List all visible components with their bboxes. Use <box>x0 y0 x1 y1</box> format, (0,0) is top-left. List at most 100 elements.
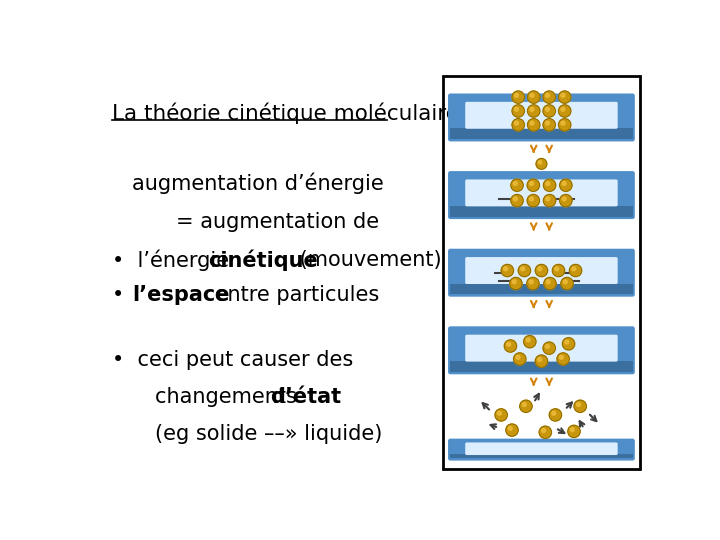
Circle shape <box>512 280 516 284</box>
Circle shape <box>530 121 534 125</box>
Circle shape <box>512 105 524 117</box>
FancyBboxPatch shape <box>448 249 635 296</box>
Circle shape <box>557 353 570 365</box>
Text: •: • <box>112 285 138 305</box>
Circle shape <box>535 355 548 367</box>
Circle shape <box>546 345 549 348</box>
Circle shape <box>546 93 549 97</box>
Circle shape <box>508 427 512 430</box>
Circle shape <box>552 411 556 415</box>
Text: (eg solide ––» liquide): (eg solide ––» liquide) <box>155 424 382 444</box>
Circle shape <box>561 93 565 97</box>
Circle shape <box>561 107 565 111</box>
Circle shape <box>543 119 555 131</box>
Circle shape <box>535 265 548 276</box>
Circle shape <box>563 280 567 284</box>
Bar <box>451 284 632 294</box>
Circle shape <box>555 267 559 271</box>
Circle shape <box>544 194 556 207</box>
Circle shape <box>538 160 541 164</box>
Circle shape <box>529 280 534 284</box>
Circle shape <box>559 105 571 117</box>
Circle shape <box>559 355 563 359</box>
Circle shape <box>510 179 523 191</box>
Bar <box>451 454 632 458</box>
Circle shape <box>521 267 525 271</box>
Text: changements: changements <box>155 387 303 407</box>
Text: (mouvement): (mouvement) <box>293 250 442 270</box>
Text: La théorie cinétique moléculaire:: La théorie cinétique moléculaire: <box>112 102 467 124</box>
Circle shape <box>543 91 555 103</box>
FancyBboxPatch shape <box>465 335 618 362</box>
Text: d’état: d’état <box>270 387 341 407</box>
Circle shape <box>570 265 582 276</box>
Circle shape <box>513 353 526 365</box>
Circle shape <box>522 402 526 407</box>
Circle shape <box>518 265 531 276</box>
Circle shape <box>510 194 523 207</box>
Circle shape <box>495 409 508 421</box>
Circle shape <box>541 429 546 433</box>
Circle shape <box>515 93 518 97</box>
Text: •  ceci peut causer des: • ceci peut causer des <box>112 349 354 369</box>
Circle shape <box>528 91 540 103</box>
Circle shape <box>543 105 555 117</box>
Circle shape <box>515 121 518 125</box>
FancyBboxPatch shape <box>448 438 635 461</box>
Text: augmentation d’énergie: augmentation d’énergie <box>132 173 384 194</box>
Text: = augmentation de: = augmentation de <box>176 212 379 232</box>
Text: •  l’énergie: • l’énergie <box>112 250 236 271</box>
Circle shape <box>562 181 566 185</box>
Circle shape <box>562 197 566 201</box>
Circle shape <box>530 197 534 201</box>
Circle shape <box>546 181 550 185</box>
Circle shape <box>527 179 539 191</box>
Circle shape <box>568 425 580 437</box>
Circle shape <box>536 158 547 169</box>
Circle shape <box>507 342 510 346</box>
Circle shape <box>528 105 540 117</box>
Circle shape <box>574 400 586 413</box>
FancyBboxPatch shape <box>448 171 635 219</box>
Circle shape <box>512 91 524 103</box>
Circle shape <box>510 278 522 289</box>
Circle shape <box>572 267 576 271</box>
Circle shape <box>530 107 534 111</box>
Circle shape <box>544 179 556 191</box>
Circle shape <box>504 340 517 352</box>
Circle shape <box>526 338 530 342</box>
Text: l’espace: l’espace <box>132 285 230 305</box>
Circle shape <box>530 93 534 97</box>
Text: cinétique: cinétique <box>208 250 318 271</box>
Circle shape <box>561 278 573 289</box>
Circle shape <box>513 197 517 201</box>
Circle shape <box>559 179 572 191</box>
Circle shape <box>559 194 572 207</box>
Circle shape <box>549 409 562 421</box>
Circle shape <box>552 265 564 276</box>
Circle shape <box>577 402 580 407</box>
Circle shape <box>523 335 536 348</box>
Circle shape <box>546 121 549 125</box>
Bar <box>451 206 632 217</box>
Circle shape <box>501 265 513 276</box>
Circle shape <box>520 400 532 413</box>
Circle shape <box>559 119 571 131</box>
Circle shape <box>528 119 540 131</box>
Circle shape <box>538 357 541 361</box>
Circle shape <box>565 340 569 344</box>
Bar <box>451 129 632 139</box>
Circle shape <box>527 194 539 207</box>
Circle shape <box>513 181 517 185</box>
Circle shape <box>527 278 539 289</box>
Circle shape <box>546 107 549 111</box>
Bar <box>443 76 640 469</box>
FancyBboxPatch shape <box>448 326 635 374</box>
Circle shape <box>530 181 534 185</box>
Circle shape <box>538 267 541 271</box>
Circle shape <box>503 267 508 271</box>
FancyBboxPatch shape <box>465 179 618 206</box>
Circle shape <box>544 278 556 289</box>
FancyBboxPatch shape <box>448 93 635 141</box>
Bar <box>451 361 632 372</box>
